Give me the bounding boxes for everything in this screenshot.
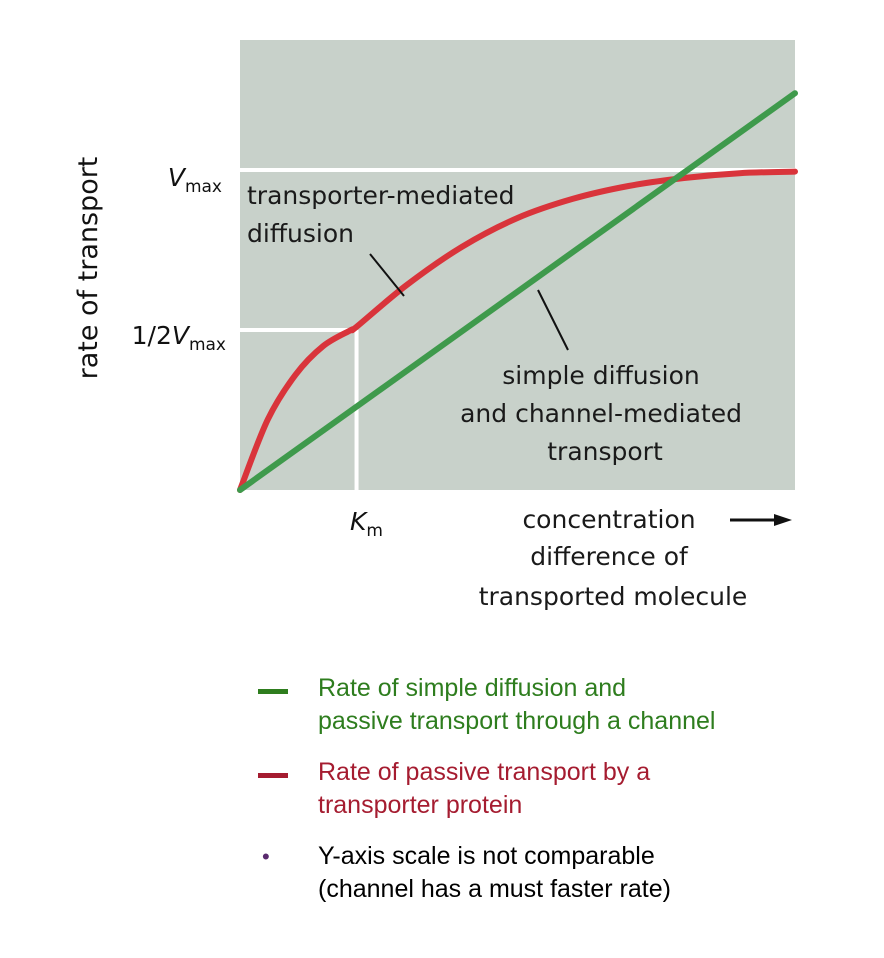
legend-text-transporter: Rate of passive transport by a transport… (318, 758, 651, 819)
legend-item-transporter: Rate of passive transport by a transport… (250, 756, 860, 822)
y-axis-label: rate of transport (73, 157, 104, 380)
annotation-transporter: transporter-mediated diffusion (247, 181, 522, 248)
x-tick-km: Km (350, 507, 383, 541)
series-lines (237, 90, 798, 493)
legend: Rate of simple diffusion and passive tra… (250, 672, 860, 924)
pointer-simple (537, 289, 569, 351)
pointer-transporter (369, 253, 405, 297)
legend-item-channel: Rate of simple diffusion and passive tra… (250, 672, 860, 738)
bullet-icon: • (262, 844, 270, 869)
x-axis-label: concentration difference of transported … (479, 505, 748, 611)
annotation-pointers (369, 253, 569, 351)
transport-rate-chart: rate of transport Vmax 1/2Vmax Km concen… (73, 40, 798, 611)
y-tick-half-vmax: 1/2Vmax (132, 321, 226, 355)
plot-background (240, 40, 795, 490)
legend-swatch-green (258, 689, 288, 694)
annotation-simple: simple diffusion and channel-mediated tr… (460, 361, 750, 466)
legend-text-note: Y-axis scale is not comparable (channel … (318, 842, 671, 903)
simple-diffusion-line (237, 90, 798, 493)
y-tick-vmax: Vmax (168, 163, 222, 197)
x-axis-arrow (730, 514, 792, 526)
legend-swatch-red (258, 773, 288, 778)
legend-item-note: • Y-axis scale is not comparable (channe… (250, 840, 860, 906)
legend-text-channel: Rate of simple diffusion and passive tra… (318, 674, 716, 735)
